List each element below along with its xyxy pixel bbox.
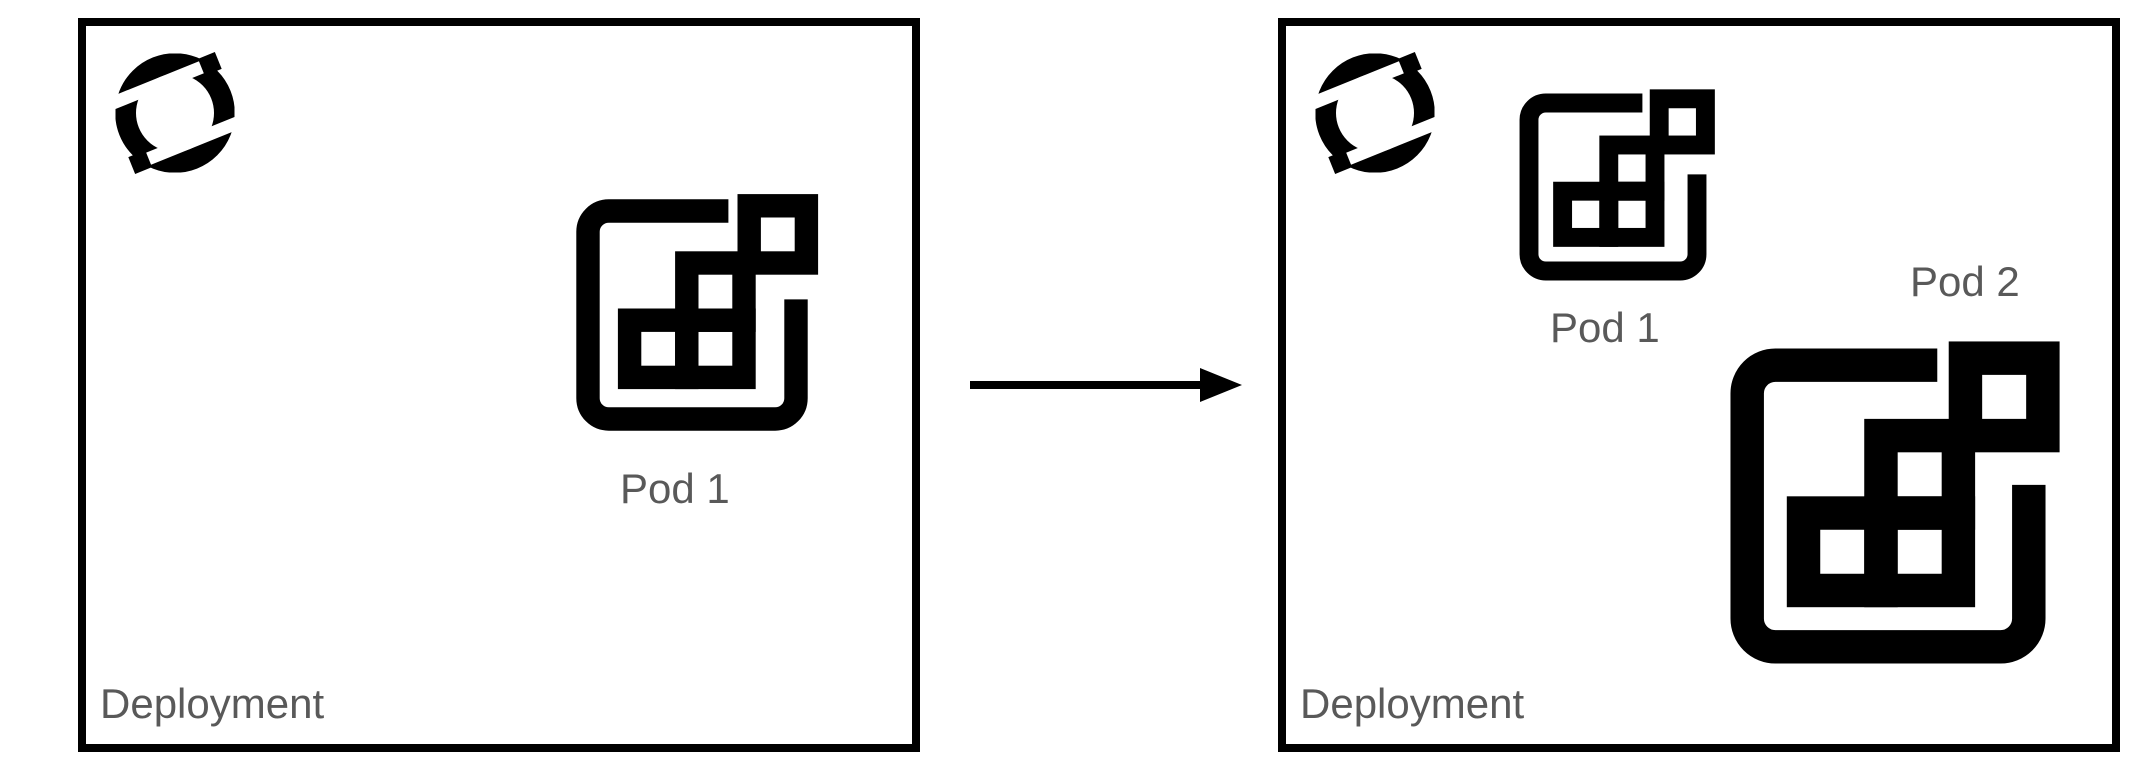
openshift-icon (110, 48, 240, 178)
pod-label: Pod 2 (1910, 258, 2020, 306)
deployment-label: Deployment (1300, 680, 1524, 728)
pod-icon (562, 185, 822, 445)
arrow-icon (960, 350, 1250, 420)
openshift-icon (1310, 48, 1440, 178)
pod-label: Pod 1 (620, 465, 730, 513)
pod-icon (1508, 82, 1718, 292)
diagram-canvas: Pod 1 Deployment (0, 0, 2148, 770)
pod-label: Pod 1 (1550, 304, 1660, 352)
deployment-label: Deployment (100, 680, 324, 728)
pod-icon (1712, 330, 2064, 682)
